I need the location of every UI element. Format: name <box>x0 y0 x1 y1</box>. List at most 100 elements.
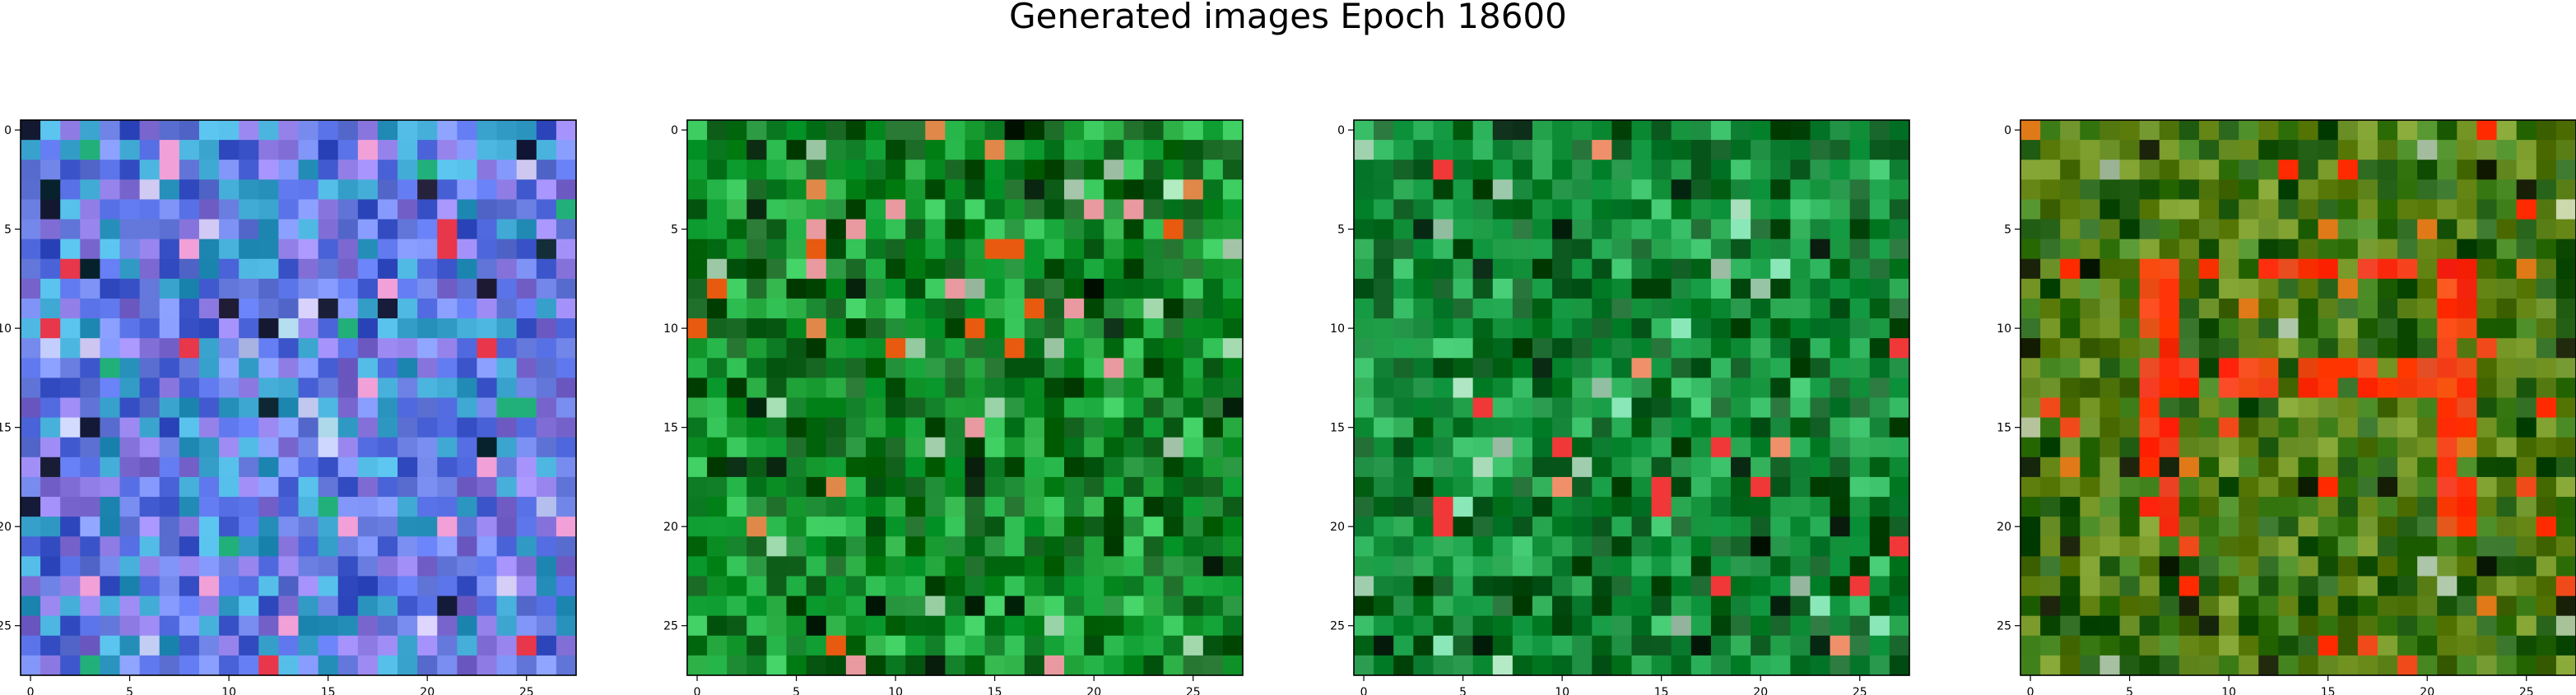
pixel <box>2555 497 2576 517</box>
pixel <box>925 179 946 201</box>
pixel <box>1731 140 1751 160</box>
pixel <box>2099 437 2121 458</box>
pixel <box>1004 476 1025 498</box>
pixel <box>219 655 239 676</box>
pixel <box>945 476 966 498</box>
pixel <box>1183 476 1204 498</box>
pixel <box>477 258 498 280</box>
pixel <box>1810 179 1831 201</box>
pixel <box>2457 318 2478 339</box>
pixel <box>2318 318 2339 339</box>
pixel <box>2377 556 2398 577</box>
pixel <box>536 456 557 478</box>
pixel <box>766 318 788 339</box>
pixel <box>2178 397 2200 419</box>
pixel <box>2417 219 2438 240</box>
pixel <box>2397 556 2418 577</box>
pixel <box>965 437 986 458</box>
pixel <box>687 160 708 180</box>
pixel <box>1143 517 1165 537</box>
pixel <box>2437 199 2457 220</box>
pixel <box>727 179 747 201</box>
pixel <box>1512 615 1533 637</box>
pixel <box>687 437 708 458</box>
pixel <box>1084 536 1104 557</box>
pixel <box>437 358 458 378</box>
pixel <box>1512 199 1533 220</box>
pixel <box>437 298 458 319</box>
pixel <box>1631 437 1653 458</box>
pixel <box>536 536 557 557</box>
pixel <box>1731 120 1751 141</box>
pixel <box>886 278 906 299</box>
pixel <box>727 576 747 597</box>
pixel <box>845 536 867 557</box>
pixel <box>1123 417 1145 438</box>
pixel <box>457 397 478 419</box>
pixel <box>2318 278 2339 299</box>
pixel <box>1004 140 1025 160</box>
pixel <box>727 239 747 260</box>
pixel <box>496 378 518 399</box>
pixel <box>2178 595 2200 617</box>
pixel <box>1532 576 1553 597</box>
pixel <box>1222 476 1244 498</box>
pixel <box>1202 595 1224 617</box>
pixel <box>2080 397 2101 419</box>
pixel <box>298 417 319 438</box>
pixel <box>40 437 61 458</box>
pixel <box>1810 160 1831 180</box>
pixel <box>806 258 827 280</box>
pixel <box>1611 497 1633 517</box>
pixel <box>2516 278 2537 299</box>
pixel <box>2555 417 2576 438</box>
pixel <box>1433 655 1454 676</box>
pixel <box>1064 595 1085 617</box>
pixel <box>1611 239 1633 260</box>
pixel <box>1631 179 1653 201</box>
pixel <box>2219 456 2239 478</box>
pixel <box>2437 239 2457 260</box>
pixel <box>2258 338 2279 359</box>
pixel <box>1004 615 1025 637</box>
pixel <box>806 318 827 339</box>
pixel <box>925 655 946 676</box>
pixel <box>2298 318 2319 339</box>
pixel <box>2397 338 2418 359</box>
pixel <box>1123 318 1145 339</box>
pixel <box>496 140 518 160</box>
pixel <box>2298 417 2319 438</box>
pixel <box>1512 456 1533 478</box>
pixel <box>2119 278 2141 299</box>
pixel <box>1393 655 1414 676</box>
pixel <box>886 120 906 141</box>
pixel <box>707 397 728 419</box>
pixel <box>21 595 41 617</box>
pixel <box>1492 219 1514 240</box>
pixel <box>1004 258 1025 280</box>
pixel <box>1770 338 1791 359</box>
pixel <box>1611 219 1633 240</box>
pixel <box>2278 318 2299 339</box>
pixel <box>2516 517 2537 537</box>
pixel <box>1024 476 1045 498</box>
pixel <box>1690 635 1712 656</box>
pixel <box>2516 497 2537 517</box>
pixel <box>707 179 728 201</box>
pixel <box>2555 378 2576 399</box>
pixel <box>1532 179 1553 201</box>
pixel <box>1163 517 1184 537</box>
pixel <box>1472 397 1494 419</box>
pixel <box>925 239 946 260</box>
pixel <box>2178 239 2200 260</box>
pixel <box>477 239 498 260</box>
pixel <box>258 140 279 160</box>
pixel <box>1104 219 1124 240</box>
pixel <box>925 258 946 280</box>
pixel <box>516 517 537 537</box>
pixel <box>2198 358 2220 378</box>
pixel <box>2198 219 2220 240</box>
pixel <box>2040 278 2061 299</box>
pixel <box>2457 378 2478 399</box>
pixel <box>886 318 906 339</box>
